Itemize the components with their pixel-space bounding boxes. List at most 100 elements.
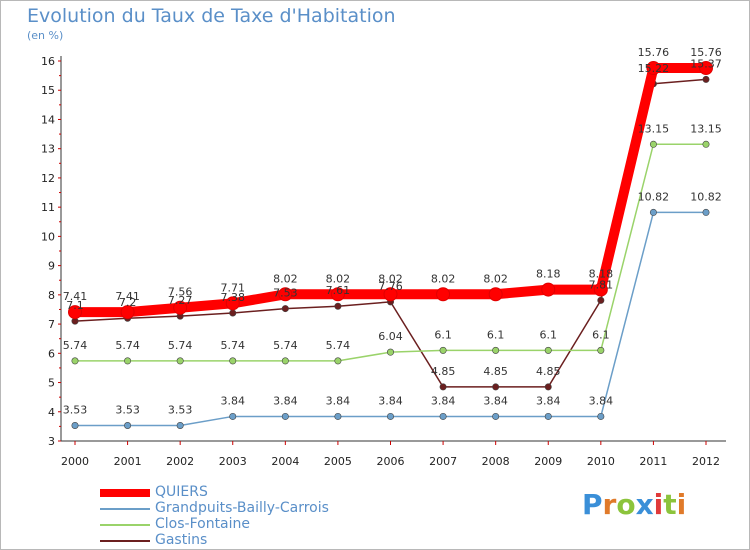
data-label: 5.74	[273, 339, 298, 352]
data-point	[649, 140, 657, 148]
logo-letter: r	[602, 488, 617, 521]
data-label: 8.02	[326, 272, 351, 285]
data-point	[386, 348, 394, 356]
data-label: 7.41	[115, 290, 140, 303]
data-point	[71, 357, 79, 365]
data-point	[229, 357, 237, 365]
x-tick-label: 2009	[534, 455, 562, 468]
data-point	[646, 61, 661, 76]
data-label: 13.15	[690, 122, 722, 135]
y-tick-label: 4	[48, 406, 55, 419]
data-label: 15.76	[690, 46, 722, 59]
data-point	[492, 383, 500, 391]
data-label: 6.04	[378, 330, 403, 343]
logo-letter: x	[635, 488, 654, 521]
data-label: 8.02	[273, 272, 298, 285]
data-label: 15.76	[638, 46, 670, 59]
data-point	[702, 208, 710, 216]
legend-item: QUIERS	[100, 484, 420, 501]
y-tick-label: 6	[48, 347, 55, 360]
data-label: 7.61	[326, 284, 351, 297]
data-label: 10.82	[638, 190, 670, 203]
data-label: 7.27	[168, 294, 193, 307]
x-tick-label: 2010	[587, 455, 615, 468]
data-point	[699, 61, 713, 76]
data-point	[176, 422, 184, 430]
data-point	[541, 282, 556, 297]
data-point	[439, 412, 447, 420]
logo-letter: P	[582, 488, 603, 521]
data-point	[278, 287, 293, 302]
legend-item: Clos-Fontaine	[100, 516, 420, 533]
data-point	[334, 302, 342, 310]
data-label: 4.85	[431, 365, 456, 378]
x-tick-label: 2005	[324, 455, 352, 468]
data-point	[597, 412, 605, 420]
data-point	[229, 412, 237, 420]
data-label: 3.84	[536, 394, 561, 407]
data-point	[334, 357, 342, 365]
data-point	[383, 287, 398, 302]
data-point	[544, 412, 552, 420]
data-point	[386, 412, 394, 420]
data-point	[229, 309, 237, 317]
x-tick-label: 2000	[61, 455, 89, 468]
data-label: 5.74	[63, 339, 88, 352]
chart-axes: 3 4 5 6 7 8 9 10 11 12 13 14 15 16 2000 2001 2002 2003 200…	[41, 55, 726, 468]
chart-data-labels: 7.41 7.41 7.56 7.71 8.02 8.02 8.02 8.02 8.02 8.18…	[63, 46, 722, 416]
data-point	[488, 287, 503, 302]
data-point	[71, 422, 79, 430]
data-point	[334, 412, 342, 420]
legend-swatch	[100, 524, 150, 526]
data-point	[492, 346, 500, 354]
data-label: 3.53	[115, 404, 140, 417]
data-label: 7.76	[378, 280, 403, 293]
legend-item: Gastins	[100, 532, 420, 549]
data-label: 7.2	[119, 296, 137, 309]
data-point	[702, 140, 710, 148]
data-point	[330, 287, 345, 302]
data-label: 3.84	[221, 394, 246, 407]
data-label: 4.85	[536, 365, 561, 378]
data-point	[120, 305, 135, 320]
data-label: 6.1	[487, 328, 505, 341]
data-label: 8.02	[431, 272, 456, 285]
y-tick-label: 16	[41, 55, 55, 68]
y-tick-label: 7	[48, 318, 55, 331]
data-point	[281, 357, 289, 365]
data-label: 3.84	[326, 394, 351, 407]
data-label: 7.38	[221, 291, 246, 304]
chart-title: Evolution du Taux de Taxe d'Habitation	[27, 5, 396, 27]
logo-letter: i	[653, 488, 664, 521]
legend-swatch	[100, 489, 150, 497]
legend-label: QUIERS	[155, 484, 208, 500]
data-label: 5.74	[221, 339, 246, 352]
logo-letter: t	[663, 488, 677, 521]
data-label: 7.56	[168, 286, 193, 299]
x-tick-label: 2003	[219, 455, 247, 468]
x-tick-label: 2001	[114, 455, 142, 468]
x-tick-label: 2008	[482, 455, 510, 468]
data-point	[702, 75, 710, 83]
data-point	[176, 357, 184, 365]
data-point	[544, 383, 552, 391]
data-point	[281, 305, 289, 313]
y-tick-label: 13	[41, 143, 55, 156]
data-label: 5.74	[115, 339, 140, 352]
data-point	[597, 346, 605, 354]
data-label: 3.84	[431, 394, 456, 407]
data-label: 4.85	[483, 365, 508, 378]
data-label: 13.15	[638, 122, 670, 135]
data-label: 8.02	[378, 272, 403, 285]
y-tick-label: 8	[48, 289, 55, 302]
x-tick-label: 2011	[639, 455, 667, 468]
data-label: 6.1	[592, 328, 610, 341]
data-label: 3.84	[273, 394, 298, 407]
data-label: 6.1	[540, 328, 558, 341]
proxiti-logo: Proxiti	[582, 488, 686, 521]
data-label: 3.53	[63, 404, 88, 417]
x-tick-label: 2004	[271, 455, 299, 468]
legend-label: Gastins	[155, 532, 208, 548]
